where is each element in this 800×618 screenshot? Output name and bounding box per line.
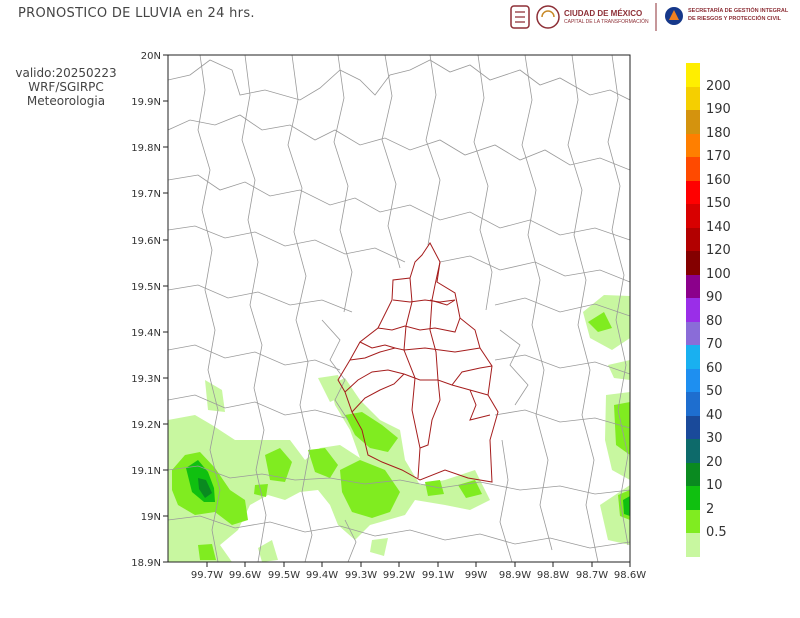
sgirpc-logo-line2: DE RIESGOS Y PROTECCIÓN CIVIL: [688, 16, 782, 22]
cdmx-emblem-icon: [536, 5, 560, 29]
legend-label: 70: [706, 337, 723, 352]
lon-label: 99.5W: [268, 570, 300, 581]
legend-label: 40: [706, 407, 723, 423]
lat-label: 19.8N: [131, 143, 161, 154]
legend-label: 180: [706, 125, 731, 141]
cdmx-logo-subtitle: CAPITAL DE LA TRANSFORMACIÓN: [564, 19, 649, 25]
legend-swatch: [686, 439, 700, 463]
legend-label: 100: [706, 266, 731, 282]
legend-swatch: [686, 157, 700, 181]
legend-swatch: [686, 368, 700, 392]
model-source: WRF/SGIRPC: [28, 80, 104, 94]
legend-label: 140: [706, 219, 731, 235]
legend-swatch: [686, 251, 700, 275]
lat-tick-labels: 20N 19.9N 19.8N 19.7N 19.6N 19.5N 19.4N …: [131, 51, 161, 569]
lat-label: 19.2N: [131, 420, 161, 431]
lat-label: 19.7N: [131, 189, 161, 200]
legend-swatch: [686, 345, 700, 369]
legend-label: 160: [706, 172, 731, 188]
validity-info: valido:20250223 WRF/SGIRPC Meteorologia: [10, 66, 122, 108]
legend-label: 90: [706, 290, 723, 305]
lat-label: 19.4N: [131, 328, 161, 339]
lat-label: 19.9N: [131, 97, 161, 108]
coat-of-arms-detail: [515, 11, 525, 23]
map-title: PRONOSTICO DE LLUVIA en 24 hrs.: [18, 6, 255, 21]
lon-label: 99.7W: [191, 570, 223, 581]
lon-label: 98.9W: [499, 570, 531, 581]
legend-swatch: [686, 298, 700, 322]
legend-swatch: [686, 533, 700, 557]
lon-label: 98.7W: [576, 570, 608, 581]
lon-label: 99W: [465, 570, 488, 581]
legend-label: 2: [706, 501, 715, 517]
legend-label: 200: [706, 78, 731, 94]
lat-tick-marks: [163, 54, 168, 563]
legend-swatch: [686, 462, 700, 486]
municipal-boundaries: [168, 55, 630, 562]
legend-swatch: [686, 274, 700, 298]
rain-field-peak: [198, 478, 212, 498]
lon-label: 99.2W: [383, 570, 415, 581]
lat-label: 20N: [141, 51, 161, 62]
valid-date: valido:20250223: [15, 66, 117, 80]
lon-tick-marks: [206, 562, 631, 567]
legend-label: 0.5: [706, 525, 727, 540]
lon-tick-labels: 99.7W 99.6W 99.5W 99.4W 99.3W 99.2W 99.1…: [191, 570, 646, 581]
legend-swatch: [686, 204, 700, 228]
lat-label: 19.3N: [131, 374, 161, 385]
lon-label: 99.3W: [345, 570, 377, 581]
legend-label: 10: [706, 478, 723, 493]
cdmx-logo-text: CIUDAD DE MÉXICO: [564, 9, 643, 18]
legend-label: 50: [706, 384, 723, 399]
legend-swatch: [686, 110, 700, 134]
legend-label: 20: [706, 454, 723, 470]
legend-swatch: [686, 486, 700, 510]
lat-label: 19.1N: [131, 466, 161, 477]
coat-of-arms-icon: [510, 5, 530, 29]
legend-swatch: [686, 133, 700, 157]
legend-swatch: [686, 227, 700, 251]
legend-label: 170: [706, 149, 731, 164]
legend-swatch: [686, 392, 700, 416]
lon-label: 99.4W: [306, 570, 338, 581]
legend-swatch: [686, 180, 700, 204]
legend-label: 60: [706, 360, 723, 376]
lon-label: 98.6W: [614, 570, 646, 581]
cdmx-boundary: [337, 242, 499, 483]
lon-label: 99.1W: [422, 570, 454, 581]
legend-swatch: [686, 321, 700, 345]
legend-label: 120: [706, 243, 731, 258]
legend-label: 190: [706, 102, 731, 117]
legend-swatch: [686, 415, 700, 439]
lon-label: 98.8W: [537, 570, 569, 581]
legend-swatch: [686, 509, 700, 533]
department: Meteorologia: [26, 94, 106, 108]
lat-label: 19.6N: [131, 236, 161, 247]
header-logos: CIUDAD DE MÉXICO CAPITAL DE LA TRANSFORM…: [508, 2, 800, 32]
legend-label: 30: [706, 431, 723, 446]
sgirpc-logo-line1: SECRETARÍA DE GESTIÓN INTEGRAL: [688, 8, 789, 14]
lat-label: 18.9N: [131, 558, 161, 569]
legend-swatch: [686, 86, 700, 110]
legend-swatch: [686, 63, 700, 87]
lat-label: 19.5N: [131, 282, 161, 293]
logo-icons: [510, 3, 683, 31]
legend-label: 150: [706, 196, 731, 211]
legend-label: 80: [706, 313, 723, 329]
lon-label: 99.6W: [229, 570, 261, 581]
lat-label: 19N: [141, 512, 161, 523]
